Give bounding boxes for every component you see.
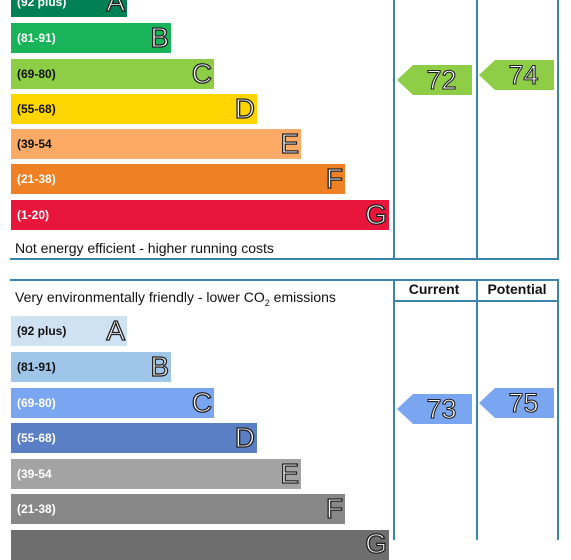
energy-potential-value: 74 xyxy=(508,59,539,90)
frame-right-edge xyxy=(557,279,559,540)
energy-band-e: (39-54 E xyxy=(11,129,301,159)
frame-divider-potential xyxy=(476,279,478,540)
frame-right-edge xyxy=(557,0,559,260)
band-letter: C xyxy=(191,387,213,418)
energy-band-g: (1-20) G xyxy=(11,200,389,230)
arrow-shape xyxy=(397,65,472,95)
energy-band-c: (69-80) C xyxy=(11,59,214,89)
band-letter: G xyxy=(365,528,388,559)
env-current-value: 73 xyxy=(426,393,457,424)
band-range: (55-68) xyxy=(17,431,56,445)
env-band-e: (39-54 E xyxy=(11,459,301,489)
band-letter: B xyxy=(150,22,170,53)
column-header-current: Current xyxy=(408,281,460,297)
env-potential-value: 75 xyxy=(508,387,539,418)
energy-efficiency-chart: (92 plus) A (81-91) B (69-80) C (55-68) … xyxy=(0,0,571,260)
arrow-shape xyxy=(479,60,554,90)
arrow-shape xyxy=(397,394,472,424)
frame-bottom-edge xyxy=(10,258,559,260)
frame-divider-potential xyxy=(476,0,478,260)
env-band-c: (69-80) C xyxy=(11,388,214,418)
environmental-impact-chart: Current Potential Very environmentally f… xyxy=(0,279,571,560)
env-band-f: (21-38) F xyxy=(11,494,345,524)
band-range: (81-91) xyxy=(17,31,56,45)
band-letter: E xyxy=(280,128,300,159)
band-letter: C xyxy=(191,58,213,89)
band-range: (69-80) xyxy=(17,396,56,410)
env-band-a: (92 plus) A xyxy=(11,316,127,346)
band-letter: A xyxy=(106,315,126,346)
band-range: (39-54 xyxy=(17,467,52,481)
env-band-g: G xyxy=(11,528,389,560)
band-range: (21-38) xyxy=(17,172,56,186)
arrow-shape xyxy=(479,388,554,418)
band-letter: A xyxy=(106,0,126,17)
band-letter: F xyxy=(325,163,343,194)
energy-band-d: (55-68) D xyxy=(11,94,257,124)
caption-text: Very environmentally friendly - lower CO xyxy=(15,289,265,305)
env-band-d: (55-68) D xyxy=(11,423,257,453)
band-range: (69-80) xyxy=(17,67,56,81)
band-range: (92 plus) xyxy=(17,0,67,9)
frame-top-edge xyxy=(10,279,559,281)
frame-divider-current xyxy=(393,0,395,260)
energy-potential-rating-arrow: 74 xyxy=(479,59,554,90)
frame-divider-current xyxy=(393,279,395,540)
band-letter: G xyxy=(365,199,388,230)
band-letter: D xyxy=(234,93,256,124)
caption-text-end: emissions xyxy=(269,289,336,305)
band-range: (92 plus) xyxy=(17,324,67,338)
env-current-rating-arrow: 73 xyxy=(397,393,472,424)
band-letter: D xyxy=(234,422,256,453)
energy-bottom-caption: Not energy efficient - higher running co… xyxy=(15,240,274,256)
energy-band-a: (92 plus) A xyxy=(11,0,127,17)
band-letter: B xyxy=(150,351,170,382)
band-range: (55-68) xyxy=(17,102,56,116)
energy-band-b: (81-91) B xyxy=(11,23,171,53)
env-potential-rating-arrow: 75 xyxy=(479,387,554,418)
band-letter: F xyxy=(325,493,343,524)
environmental-top-caption: Very environmentally friendly - lower CO… xyxy=(15,289,336,308)
band-range: (21-38) xyxy=(17,502,56,516)
energy-current-rating-arrow: 72 xyxy=(397,64,472,95)
energy-band-f: (21-38) F xyxy=(11,164,345,194)
column-header-potential: Potential xyxy=(487,281,547,297)
energy-current-value: 72 xyxy=(426,64,457,95)
band-range: (1-20) xyxy=(17,208,50,222)
caption-subscript: 2 xyxy=(264,297,270,308)
band-letter: E xyxy=(280,458,300,489)
band-range: (39-54 xyxy=(17,137,52,151)
env-band-b: (81-91) B xyxy=(11,352,171,382)
band-range: (81-91) xyxy=(17,360,56,374)
